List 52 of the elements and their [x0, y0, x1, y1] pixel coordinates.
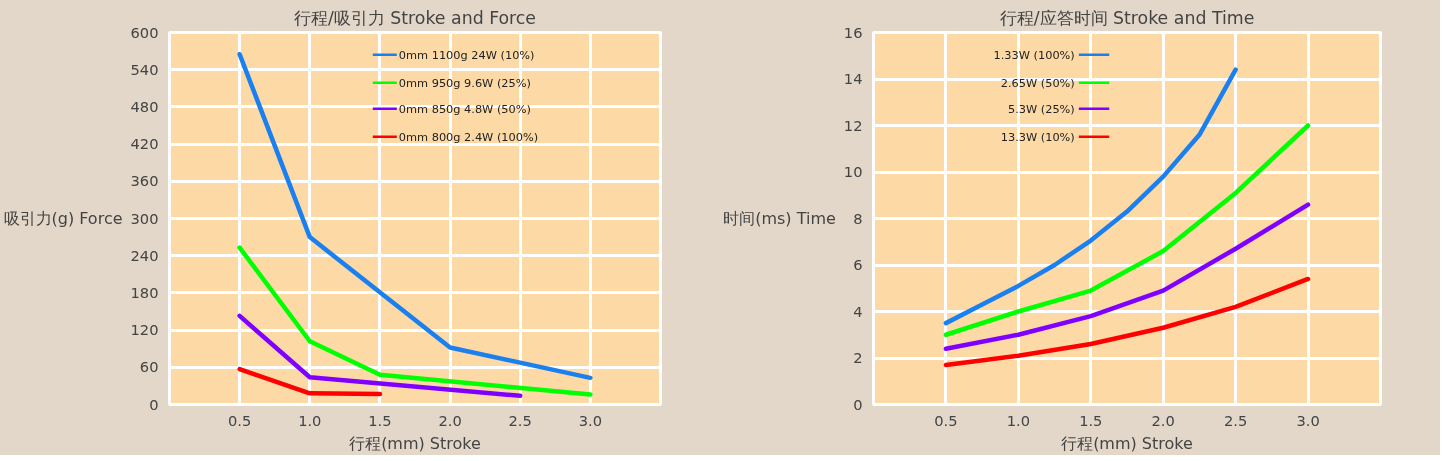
legend-label: 5.3W (25%) [1007, 101, 1075, 116]
line-series [943, 276, 1311, 368]
chart-title: 行程/应答时间 Stroke and Time [999, 7, 1255, 28]
y-tick-label: 120 [130, 321, 159, 339]
y-tick-label: 12 [843, 116, 863, 134]
y-tick-label: 10 [843, 163, 863, 180]
x-tick-label: 3.0 [1296, 411, 1320, 429]
legend-label: 0mm 800g 2.4W (100%) [398, 129, 539, 144]
y-tick-label: 360 [130, 172, 159, 190]
y-tick-label: 8 [853, 209, 863, 227]
y-tick-label: 540 [130, 60, 159, 78]
y-tick-label: 180 [130, 283, 159, 301]
y-tick-label: 14 [843, 70, 863, 87]
y-tick-label: 420 [130, 135, 159, 153]
legend-label: 0mm 1100g 24W (10%) [398, 47, 535, 62]
y-tick-label: 2 [853, 349, 863, 366]
y-axis-title: 吸引力(g) Force [3, 209, 123, 228]
line-series [943, 67, 1238, 326]
line-series [943, 123, 1311, 337]
y-tick-label: 0 [853, 395, 863, 413]
x-tick-label: 0.5 [934, 411, 958, 429]
line-series [237, 51, 593, 381]
y-tick-label: 300 [130, 209, 159, 227]
x-tick-label: 2.5 [1223, 411, 1248, 429]
x-tick-label: 2.5 [508, 411, 532, 429]
legend-label: 1.33W (100%) [993, 47, 1075, 62]
x-tick-label: 1.0 [298, 411, 322, 429]
chart-title: 行程/吸引力 Stroke and Force [293, 7, 537, 28]
y-tick-label: 0 [149, 395, 159, 413]
x-axis-title: 行程(mm) Stroke [349, 433, 481, 453]
line-series [943, 202, 1311, 351]
y-tick-label: 16 [843, 23, 863, 41]
x-tick-label: 2.0 [1151, 411, 1175, 429]
legend-label: 0mm 850g 4.8W (50%) [398, 101, 531, 116]
legend-label: 13.3W (10%) [1000, 129, 1075, 144]
y-tick-label: 600 [130, 23, 159, 41]
y-tick-label: 60 [139, 358, 159, 376]
y-axis-title: 时间(ms) Time [723, 209, 836, 228]
x-tick-label: 3.0 [578, 411, 603, 429]
legend-label: 2.65W (50%) [1000, 75, 1075, 90]
y-tick-label: 6 [853, 256, 863, 273]
x-tick-label: 1.0 [1006, 411, 1031, 429]
x-tick-label: 2.0 [438, 411, 462, 429]
legend-label: 0mm 950g 9.6W (25%) [398, 75, 531, 90]
y-tick-label: 480 [130, 97, 159, 115]
y-tick-label: 240 [130, 246, 159, 264]
line-series [237, 245, 593, 397]
x-tick-label: 0.5 [227, 411, 252, 429]
x-tick-label: 1.5 [1079, 411, 1103, 429]
y-tick-label: 4 [853, 302, 863, 320]
x-axis-title: 行程(mm) Stroke [1061, 433, 1193, 453]
x-tick-label: 1.5 [368, 411, 392, 429]
